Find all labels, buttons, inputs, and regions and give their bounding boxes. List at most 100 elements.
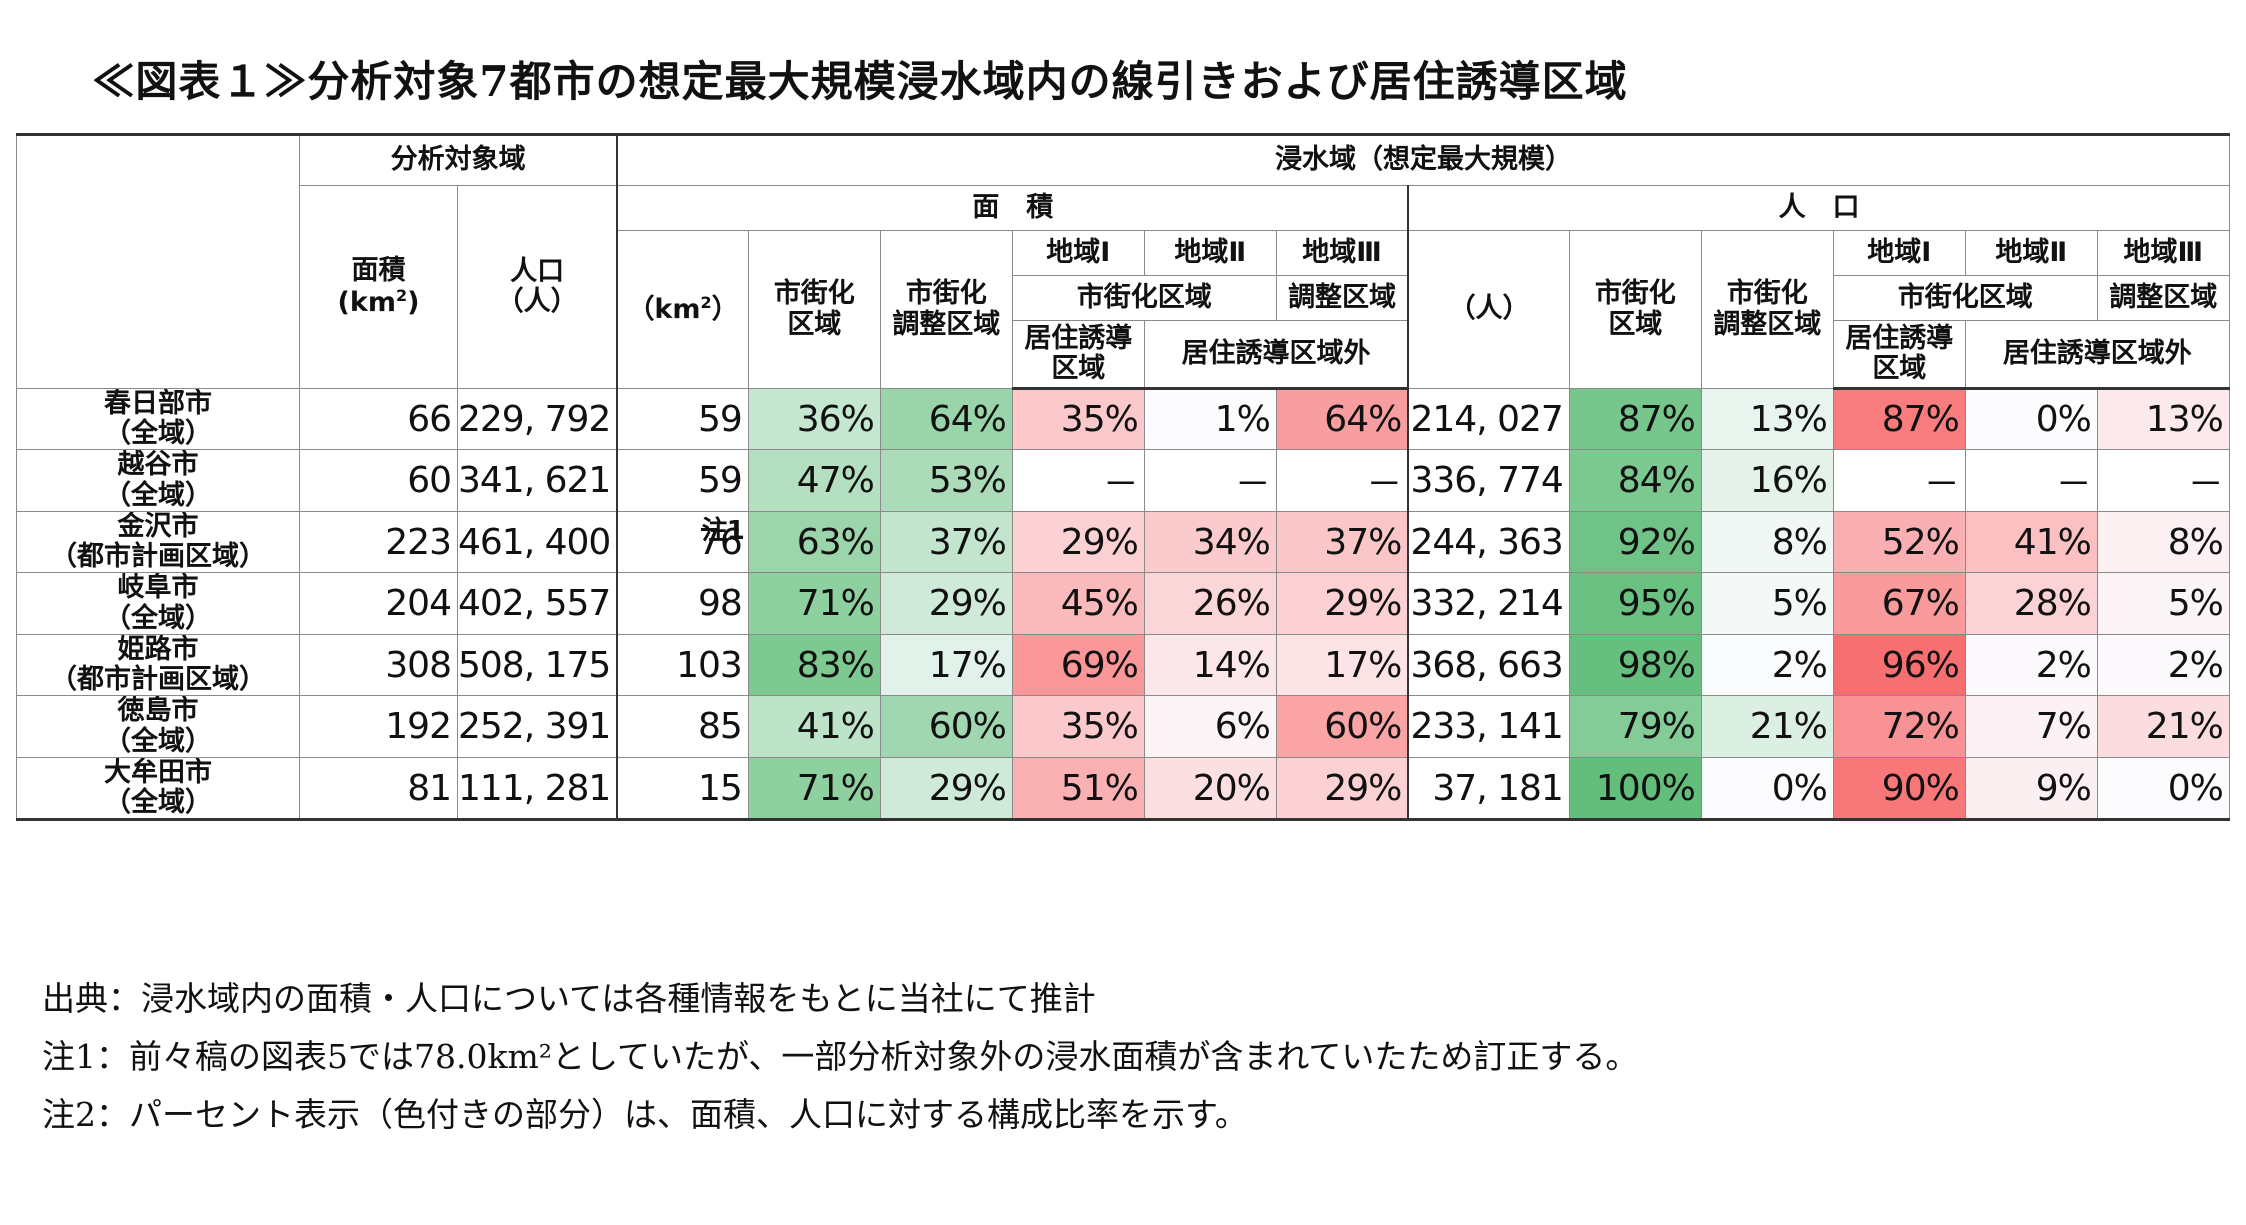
area-share-cell: 29%: [879, 756, 1013, 821]
notes: 出典：浸水域内の面積・人口については各種情報をもとに当社にて推計 注1：前々稿の…: [42, 982, 1638, 1156]
pop-share-cell: 87%: [1568, 387, 1702, 451]
header-pop-zone2: 地域Ⅱ: [1964, 230, 2098, 276]
pop-share-cell: 2%: [1964, 633, 2098, 697]
pop-share-cell: 79%: [1568, 695, 1702, 758]
area-share-cell: 29%: [879, 572, 1013, 635]
pop-share-cell: 8%: [1700, 510, 1834, 574]
city-scope: （全域）: [104, 725, 212, 757]
flood-area-table: 分析対象域 浸水域（想定最大規模） 面積 (km2) 人口 （人） 面 積 人 …: [16, 133, 2230, 822]
area-share-cell: 35%: [1011, 695, 1145, 758]
area-share-cell: 29%: [1275, 756, 1409, 821]
area-share-cell: 60%: [1275, 695, 1409, 758]
flood-area-value: 85: [616, 695, 749, 758]
pop-share-cell: 13%: [2096, 387, 2230, 451]
header-flood-people: （人）: [1407, 230, 1570, 389]
population-value: 252, 391: [457, 695, 618, 758]
pop-share-cell: 87%: [1832, 387, 1966, 451]
area-share-cell: 29%: [1011, 510, 1145, 574]
flood-pop-value: 214, 027: [1407, 387, 1570, 451]
area-share-cell: －: [1143, 449, 1277, 512]
header-pop-induce: 居住誘導 区域: [1832, 320, 1966, 390]
population-value: 402, 557: [457, 572, 618, 635]
header-area-zone3: 地域Ⅲ: [1275, 230, 1409, 276]
table-row: 金沢市 （都市計画区域） 223 461, 400 76 注1 63% 37% 29% 34% 37…: [16, 510, 2230, 574]
flood-pop-value: 233, 141: [1407, 695, 1570, 758]
pop-share-cell: 84%: [1568, 449, 1702, 512]
header-pop-group: 人 口: [1407, 185, 2230, 231]
note-2: 注2：パーセント表示（色付きの部分）は、面積、人口に対する構成比率を示す。: [42, 1095, 1248, 1134]
pop-share-cell: 41%: [1964, 510, 2098, 574]
pop-share-cell: 7%: [1964, 695, 2098, 758]
area-share-cell: 20%: [1143, 756, 1277, 821]
area-share-cell: 51%: [1011, 756, 1145, 821]
header-pop-zone3: 地域Ⅲ: [2096, 230, 2230, 276]
flood-area-number: 59: [698, 398, 743, 440]
area-share-cell: 1%: [1143, 387, 1277, 451]
city-name: 岐阜市: [117, 572, 199, 604]
pop-share-cell: 52%: [1832, 510, 1966, 574]
pop-share-cell: 67%: [1832, 572, 1966, 635]
note-source: 出典：浸水域内の面積・人口については各種情報をもとに当社にて推計: [42, 979, 1096, 1018]
city-name: 徳島市: [117, 695, 199, 727]
area-share-cell: －: [1011, 449, 1145, 512]
table-row: 越谷市 （全域） 60 341, 621 59 47% 53% －－－ 336, 774 84% 1…: [16, 449, 2230, 512]
area-share-cell: 34%: [1143, 510, 1277, 574]
header-pop-control: 市街化 調整区域: [1700, 230, 1834, 389]
header-analysis-target: 分析対象域: [299, 134, 618, 186]
city-cell: 越谷市 （全域）: [16, 449, 300, 512]
table-row: 姫路市 （都市計画区域） 308 508, 175 103 83% 17% 69% 14% 17%…: [16, 633, 2230, 697]
header-area-km2: 面積 (km2): [299, 185, 458, 389]
flood-area-value: 59: [616, 387, 749, 451]
pop-share-cell: 0%: [2096, 756, 2230, 821]
area-share-cell: 26%: [1143, 572, 1277, 635]
header-pop-control-area: 調整区域: [2096, 275, 2230, 321]
pop-share-cell: 9%: [1964, 756, 2098, 821]
flood-area-number: 103: [676, 644, 743, 686]
area-share-cell: 45%: [1011, 572, 1145, 635]
table-row: 春日部市 （全域） 66 229, 792 59 36% 64% 35% 1% 64% 214, 0…: [16, 387, 2230, 451]
city-cell: 岐阜市 （全域）: [16, 572, 300, 635]
table-row: 大牟田市 （全域） 81 111, 281 15 71% 29% 51% 20% 29% 37, 1…: [16, 756, 2230, 821]
header-area-urban: 市街化 区域: [747, 230, 881, 389]
city-name: 大牟田市: [104, 757, 212, 788]
area-share-cell: 35%: [1011, 387, 1145, 451]
header-area-group: 面 積: [616, 185, 1409, 231]
city-name: 金沢市: [117, 511, 199, 542]
area-share-cell: 64%: [1275, 387, 1409, 451]
pop-share-cell: 5%: [2096, 572, 2230, 635]
table-row: 徳島市 （全域） 192 252, 391 85 41% 60% 35% 6% 60% 233, 1…: [16, 695, 2230, 758]
area-share-cell: 6%: [1143, 695, 1277, 758]
pop-share-cell: 92%: [1568, 510, 1702, 574]
population-value: 341, 621: [457, 449, 618, 512]
pop-share-cell: 21%: [2096, 695, 2230, 758]
flood-area-value: 103: [616, 633, 749, 697]
flood-area-number: 15: [698, 767, 743, 809]
city-cell: 姫路市 （都市計画区域）: [16, 633, 300, 697]
flood-pop-value: 336, 774: [1407, 449, 1570, 512]
flood-area-value: 15: [616, 756, 749, 821]
pop-share-cell: 90%: [1832, 756, 1966, 821]
pop-share-cell: －: [1964, 449, 2098, 512]
pop-share-cell: 95%: [1568, 572, 1702, 635]
pop-share-cell: 98%: [1568, 633, 1702, 697]
header-corner: [16, 134, 300, 389]
header-area-zone1: 地域Ⅰ: [1011, 230, 1145, 276]
area-share-cell: 37%: [1275, 510, 1409, 574]
header-pop-outside: 居住誘導区域外: [1964, 320, 2230, 390]
city-name: 姫路市: [117, 634, 199, 665]
city-name: 越谷市: [117, 449, 199, 481]
header-pop-urban-area: 市街化区域: [1832, 275, 2098, 321]
city-cell: 徳島市 （全域）: [16, 695, 300, 758]
area-share-cell: 64%: [879, 387, 1013, 451]
flood-pop-value: 332, 214: [1407, 572, 1570, 635]
pop-share-cell: 2%: [1700, 633, 1834, 697]
header-pop-urban: 市街化 区域: [1568, 230, 1702, 389]
area-share-cell: 60%: [879, 695, 1013, 758]
header-area-control: 市街化 調整区域: [879, 230, 1013, 389]
pop-share-cell: 21%: [1700, 695, 1834, 758]
area-share-cell: 17%: [1275, 633, 1409, 697]
page-title: ≪図表１≫分析対象7都市の想定最大規模浸水域内の線引きおよび居住誘導区域: [92, 57, 1628, 106]
flood-area-number: 98: [698, 583, 743, 625]
table-row: 岐阜市 （全域） 204 402, 557 98 71% 29% 45% 26% 29% 332, …: [16, 572, 2230, 635]
header-flood-area: 浸水域（想定最大規模）: [616, 134, 2230, 186]
